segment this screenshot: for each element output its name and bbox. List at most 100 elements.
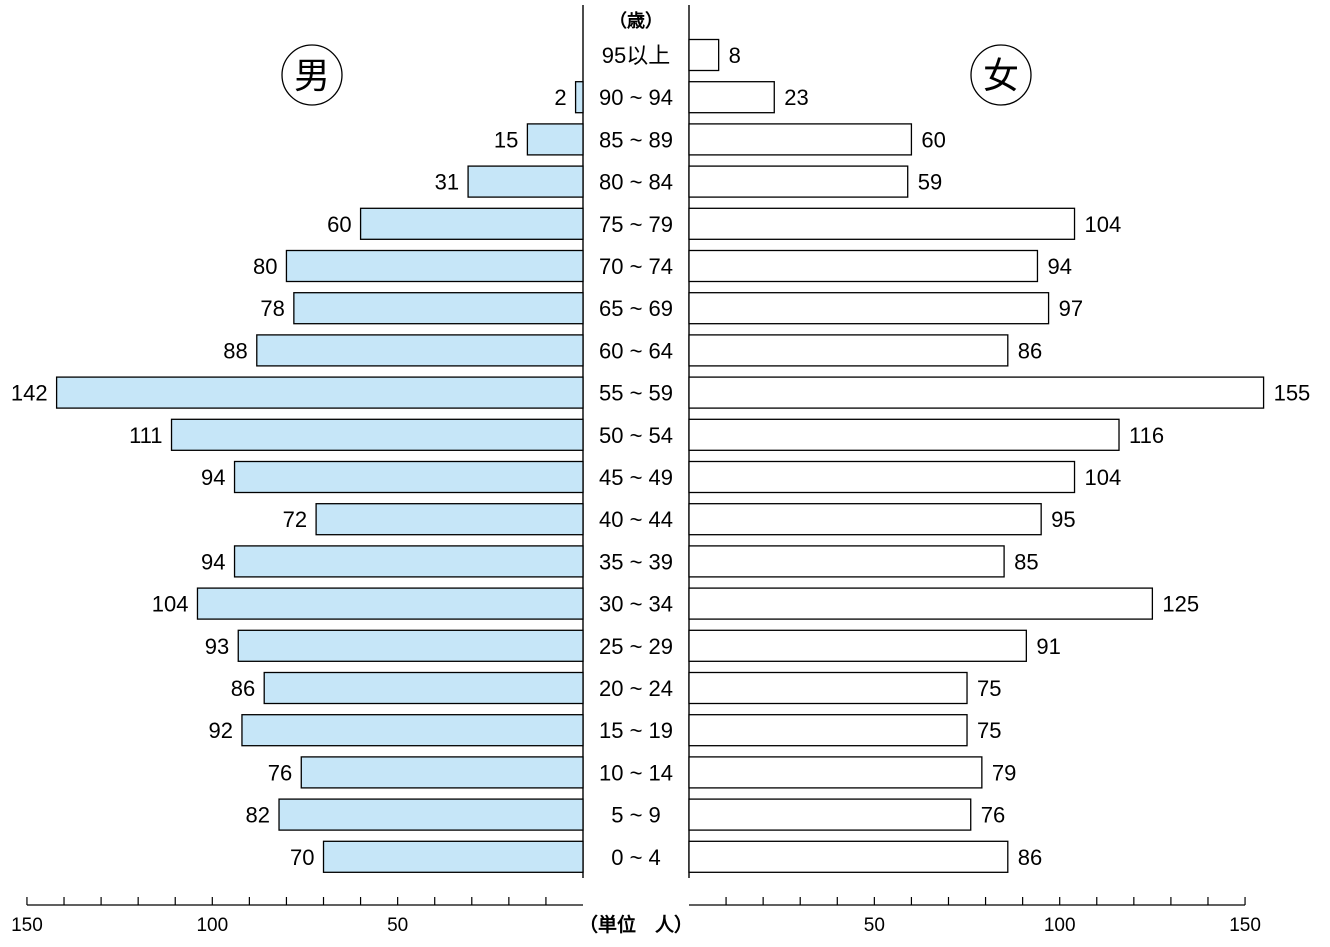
- female-value-label: 59: [918, 170, 942, 195]
- age-category-label: 90 ~ 94: [599, 85, 673, 110]
- male-value-label: 94: [201, 465, 225, 490]
- female-bar: [688, 756, 983, 789]
- female-value-label: 91: [1036, 634, 1060, 659]
- female-bar: [688, 714, 968, 747]
- age-category-label: 0 ~ 4: [611, 845, 661, 870]
- age-category-label: 15 ~ 19: [599, 718, 673, 743]
- male-bar: [574, 81, 584, 114]
- female-value-label: 76: [981, 803, 1005, 828]
- female-series-badge-circle: [970, 44, 1032, 106]
- male-value-label: 15: [494, 127, 518, 152]
- male-series-badge-circle: [281, 44, 343, 106]
- female-value-label: 104: [1085, 465, 1122, 490]
- age-category-label: 30 ~ 34: [599, 592, 673, 617]
- female-value-label: 75: [977, 718, 1001, 743]
- male-value-label: 80: [253, 254, 277, 279]
- male-bar: [278, 798, 584, 831]
- female-bar: [688, 545, 1005, 578]
- female-tick-label: 100: [1044, 915, 1076, 936]
- female-bar: [688, 840, 1009, 873]
- male-bar: [322, 840, 584, 873]
- male-series-badge-label: 男: [294, 55, 330, 96]
- female-value-label: 60: [921, 127, 945, 152]
- female-bar: [688, 123, 913, 156]
- male-bar: [256, 334, 584, 367]
- male-bar: [300, 756, 584, 789]
- female-value-label: 94: [1047, 254, 1071, 279]
- male-value-label: 92: [208, 718, 232, 743]
- male-value-label: 31: [435, 170, 459, 195]
- female-tick-label: 150: [1229, 915, 1261, 936]
- female-value-label: 23: [784, 85, 808, 110]
- female-bar: [688, 249, 1039, 283]
- male-tick-label: 150: [11, 915, 43, 936]
- female-bar: [688, 798, 972, 831]
- female-series-badge-label: 女: [983, 55, 1019, 96]
- male-bar: [359, 207, 584, 240]
- male-tick-label: 100: [196, 915, 228, 936]
- female-bar: [688, 460, 1076, 494]
- male-bars-group: [55, 81, 584, 873]
- female-bar: [688, 38, 720, 72]
- female-bar: [688, 81, 775, 114]
- female-bar: [688, 587, 1154, 620]
- male-value-label: 88: [223, 338, 247, 363]
- female-bar: [688, 629, 1027, 662]
- male-bar: [467, 165, 584, 198]
- male-bar: [55, 376, 584, 409]
- male-value-label: 111: [129, 423, 162, 448]
- female-value-label: 95: [1051, 507, 1075, 532]
- female-value-label: 104: [1085, 212, 1122, 237]
- female-bar: [688, 418, 1120, 451]
- female-value-label: 79: [992, 760, 1016, 785]
- series-badges: 男女: [281, 44, 1032, 106]
- male-tick-label: 50: [387, 915, 408, 936]
- male-bar: [315, 503, 584, 536]
- age-category-label: 60 ~ 64: [599, 338, 673, 363]
- female-value-label: 155: [1274, 381, 1311, 406]
- male-value-label: 72: [283, 507, 307, 532]
- male-value-label: 94: [201, 549, 225, 574]
- female-value-label: 116: [1129, 423, 1164, 448]
- female-bar: [688, 376, 1265, 409]
- female-value-label: 125: [1162, 592, 1199, 617]
- female-value-label: 75: [977, 676, 1001, 701]
- male-bar: [526, 123, 584, 156]
- male-value-label: 104: [152, 592, 189, 617]
- female-value-label: 97: [1059, 296, 1083, 321]
- male-value-label: 76: [268, 760, 292, 785]
- male-value-label: 78: [260, 296, 284, 321]
- male-bar: [263, 671, 584, 705]
- male-bar: [233, 545, 584, 578]
- age-category-label: 25 ~ 29: [599, 634, 673, 659]
- female-bars-group: [688, 38, 1265, 873]
- female-bar: [688, 292, 1050, 325]
- unit-label: （単位 人）: [579, 913, 693, 936]
- female-bar: [688, 503, 1042, 536]
- female-value-label: 86: [1018, 845, 1042, 870]
- male-value-label: 60: [327, 212, 351, 237]
- male-value-label: 2: [554, 85, 566, 110]
- female-bar: [688, 671, 968, 705]
- age-category-label: 45 ~ 49: [599, 465, 673, 490]
- age-category-label: 5 ~ 9: [611, 803, 661, 828]
- female-value-label: 8: [729, 43, 741, 68]
- female-bar: [688, 165, 909, 198]
- age-unit-label: （歳）: [609, 11, 663, 31]
- age-category-label: 75 ~ 79: [599, 212, 673, 237]
- female-value-label: 85: [1014, 549, 1038, 574]
- female-bar: [688, 207, 1076, 240]
- age-category-label: 50 ~ 54: [599, 423, 673, 448]
- male-bar: [293, 292, 584, 325]
- male-value-label: 70: [290, 845, 314, 870]
- female-tick-label: 50: [864, 915, 885, 936]
- male-value-label: 86: [231, 676, 255, 701]
- age-category-label: 40 ~ 44: [599, 507, 673, 532]
- female-bar: [688, 334, 1009, 367]
- male-bar: [241, 714, 584, 747]
- age-category-label: 55 ~ 59: [599, 381, 673, 406]
- male-value-label: 142: [11, 381, 48, 406]
- age-category-label: 85 ~ 89: [599, 127, 673, 152]
- age-category-label: 95以上: [602, 43, 670, 68]
